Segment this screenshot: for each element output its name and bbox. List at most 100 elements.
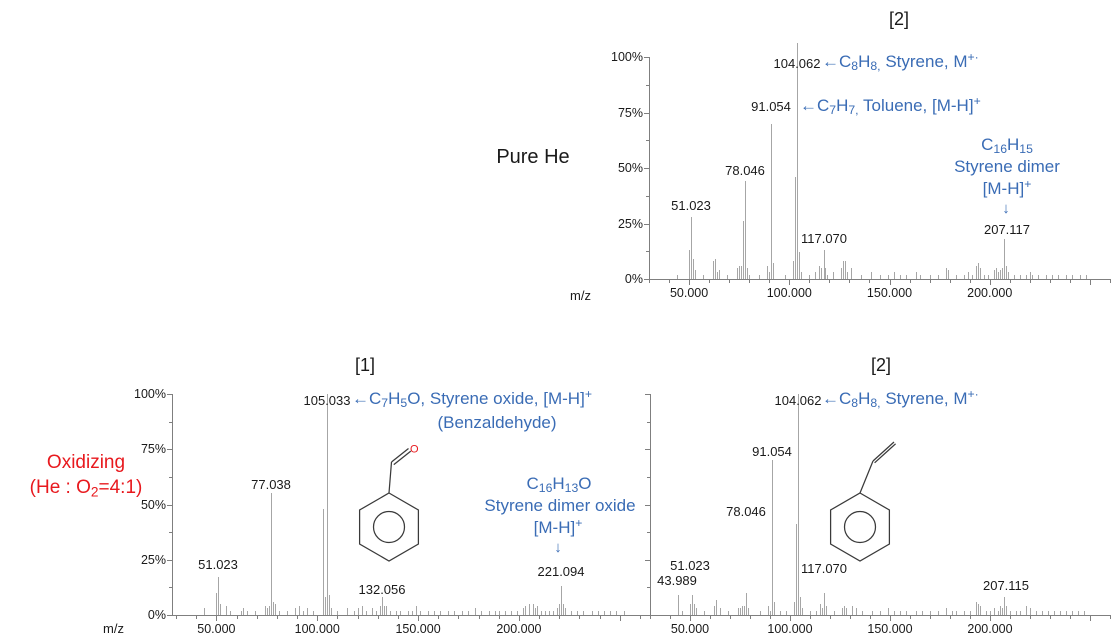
panel2-x-tick [850, 616, 851, 619]
panel2-ms-peak [770, 610, 771, 615]
panel1-y-tick [167, 504, 172, 506]
panel1-peak-label: 77.038 [251, 477, 291, 492]
panel1-ms-peak [454, 610, 456, 615]
panel2-ms-peak [810, 610, 811, 615]
panel2-ms-peak [994, 608, 995, 615]
panel1-ms-peak [240, 610, 242, 615]
panel1-ms-peak [565, 608, 567, 615]
panel2-peak-label: 91.054 [752, 444, 792, 459]
panel1-ms-peak [597, 610, 599, 615]
panel0-ms-peak [847, 272, 849, 279]
panel1-y-tick-label: 100% [134, 387, 166, 401]
panel0-ms-peak [983, 274, 985, 279]
panel0-x-tick [849, 280, 851, 283]
panel1-ms-peak [216, 592, 218, 615]
panel0-x-tick [709, 280, 711, 283]
panel1-ms-peak [494, 610, 496, 615]
panel2-ms-peak [694, 603, 695, 615]
panel1-ms-peak [577, 610, 579, 615]
panel2-ms-peak [834, 610, 835, 615]
panel2-ms-peak [768, 606, 769, 615]
panel1-ms-peak [303, 610, 305, 615]
panel1-y-tick [169, 421, 172, 423]
panel1-x-tick [256, 616, 258, 619]
panel0-ms-peak [827, 274, 829, 279]
panel1-ms-peak [266, 608, 268, 615]
benzene-ring [829, 492, 891, 562]
panel2-peak-label: 104.062 [774, 393, 822, 408]
panel2-ms-peak [970, 610, 971, 615]
panel0-ms-peak [785, 274, 787, 279]
panel2-ms-peak [780, 610, 781, 615]
panel0-x-tick-label: 150.000 [866, 286, 913, 300]
panel0-x-tick [649, 280, 650, 283]
co-double-bond-1 [391, 448, 409, 463]
panel0-ms-peak [861, 274, 863, 279]
panel1-x-tick-label: 150.000 [395, 622, 441, 636]
panel2-y-tick [645, 449, 650, 451]
panel2-ms-peak [796, 524, 797, 615]
panel2-ms-peak [826, 606, 827, 615]
panel2-peak-label: 51.023 [670, 558, 710, 573]
panel2-ms-peak [1016, 610, 1017, 615]
panel0-ms-peak [945, 267, 947, 279]
panel2-ms-peak [1060, 610, 1061, 615]
panel0-ms-peak [841, 267, 843, 279]
panel2-ms-peak [742, 606, 743, 615]
panel0-ms-peak [771, 123, 773, 279]
panel2-ms-peak [774, 601, 775, 615]
panel2-x-tick [1110, 616, 1111, 619]
panel2-ms-peak [930, 610, 931, 615]
panel2-x-tick [1090, 616, 1091, 621]
panel1-ms-peak [428, 610, 430, 615]
panel1-peak-label: 221.094 [537, 564, 585, 579]
panel1-y-tick-label: 25% [140, 552, 166, 567]
panel2-x-tick [650, 616, 651, 619]
panel1-ms-peak [603, 610, 605, 615]
panel2-x-tick [950, 616, 951, 619]
panel0-ms-peak [905, 274, 907, 279]
panel0-x-tick [909, 280, 911, 283]
panel2-y-tick [645, 504, 650, 506]
panel0-ms-peak [871, 272, 873, 279]
panel1-ms-peak [299, 606, 301, 615]
panel0-ms-peak [769, 272, 771, 279]
panel0-ms-peak [967, 272, 969, 279]
panel1-ms-peak [385, 606, 387, 615]
panel0-y-axis [649, 57, 650, 279]
panel2-ms-peak [1042, 610, 1043, 615]
panel2-ms-peak [1078, 610, 1079, 615]
panel2-y-tick [645, 615, 650, 616]
panel2-x-tick [970, 616, 971, 619]
panel1-ms-peak [559, 603, 561, 615]
panel2-ms-peak [894, 610, 895, 615]
panel0-x-tick [1110, 280, 1111, 283]
panel0-x-tick [669, 280, 671, 283]
panel0-ms-peak [1031, 274, 1033, 279]
panel2-ms-peak [1036, 610, 1037, 615]
panel2-ms-peak [846, 608, 847, 615]
panel2-ms-peak [916, 610, 917, 615]
panel0-ms-peak [1007, 272, 1009, 279]
panel0-x-tick-label: 200.000 [967, 286, 1013, 300]
panel1-x-tick [418, 616, 420, 621]
panel1-peak-label: [1] [354, 355, 376, 375]
panel2-ms-peak [922, 610, 923, 615]
panel1-ms-peak [440, 610, 442, 615]
panel1-ms-peak [462, 610, 464, 615]
panel0-ms-peak [999, 270, 1001, 279]
panel1-ms-peak [498, 610, 500, 615]
panel2-x-tick [1070, 616, 1071, 619]
panel1-ms-peak [307, 608, 309, 615]
panel1-y-tick [169, 587, 172, 589]
panel1-peak-label: 132.056 [358, 582, 406, 597]
panel0-x-tick-label: 50.000 [669, 286, 709, 300]
panel2-x-tick [810, 616, 811, 619]
panel1-ms-peak [480, 610, 482, 615]
panel0-y-tick [646, 84, 649, 86]
panel0-ms-peak [749, 274, 751, 279]
panel1-annotation: [M-H]+ [533, 515, 583, 537]
panel1-ms-peak [381, 597, 383, 615]
panel0-ms-peak [1037, 274, 1039, 279]
panel2-ms-peak [952, 610, 953, 615]
